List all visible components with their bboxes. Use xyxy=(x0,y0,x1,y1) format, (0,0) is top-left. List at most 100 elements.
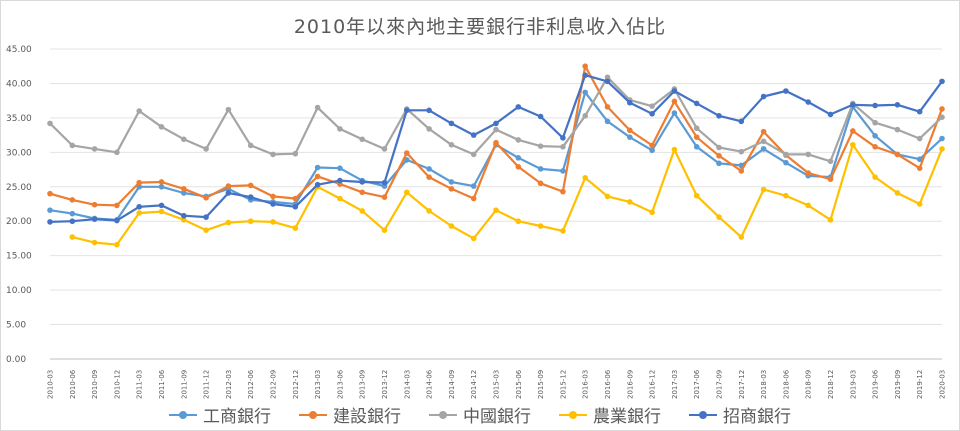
data-point xyxy=(649,110,655,117)
data-point xyxy=(872,119,878,126)
data-point xyxy=(805,202,811,209)
legend-label: 中國銀行 xyxy=(463,407,531,427)
data-point xyxy=(47,120,53,127)
legend-label: 農業銀行 xyxy=(593,407,661,427)
data-point xyxy=(91,201,98,208)
data-point xyxy=(314,181,321,188)
x-tick-label: 2015-12 xyxy=(559,370,567,399)
data-point xyxy=(91,146,98,152)
data-point xyxy=(515,164,522,170)
data-point xyxy=(359,189,366,196)
data-point xyxy=(270,151,276,158)
data-point xyxy=(872,174,878,180)
y-tick-label: 0.00 xyxy=(6,355,26,365)
data-point xyxy=(671,88,678,94)
data-point xyxy=(916,156,923,163)
data-point xyxy=(738,168,745,174)
data-point xyxy=(114,241,120,248)
data-point xyxy=(91,239,98,246)
data-point xyxy=(426,166,432,172)
data-point xyxy=(894,102,901,108)
data-point xyxy=(716,214,722,220)
x-tick-label: 2015-03 xyxy=(493,370,501,399)
data-point xyxy=(916,165,923,171)
data-point xyxy=(760,146,767,152)
y-tick-label: 35.00 xyxy=(6,114,32,124)
data-point xyxy=(582,72,588,78)
data-point xyxy=(738,234,745,240)
data-point xyxy=(738,118,745,125)
data-point xyxy=(359,179,366,185)
data-point xyxy=(560,168,566,174)
data-point xyxy=(760,138,767,145)
data-point xyxy=(114,149,120,156)
data-point xyxy=(493,126,499,133)
data-point xyxy=(939,78,945,85)
data-point xyxy=(203,195,209,201)
x-tick-label: 2013-09 xyxy=(359,370,367,399)
data-point xyxy=(225,219,232,226)
x-tick-label: 2013-06 xyxy=(336,369,344,399)
data-point xyxy=(69,218,76,225)
x-tick-label: 2020-03 xyxy=(939,370,947,399)
series-3 xyxy=(47,74,945,165)
data-point xyxy=(872,144,878,150)
data-point xyxy=(337,177,343,184)
data-point xyxy=(203,214,209,220)
x-tick-label: 2016-03 xyxy=(582,370,590,399)
data-point xyxy=(470,183,477,189)
data-point xyxy=(604,104,611,110)
data-point xyxy=(649,103,655,109)
data-point xyxy=(760,186,767,193)
data-point xyxy=(604,74,611,81)
data-point xyxy=(181,186,187,192)
data-point xyxy=(827,158,834,165)
legend-swatch xyxy=(429,409,457,421)
data-point xyxy=(114,217,120,224)
data-point xyxy=(872,133,878,139)
data-point xyxy=(158,179,165,185)
data-point xyxy=(381,227,388,233)
data-point xyxy=(158,183,165,190)
data-point xyxy=(827,176,834,182)
data-point xyxy=(136,210,142,216)
series-line xyxy=(72,143,944,246)
data-point xyxy=(381,194,388,200)
data-point xyxy=(627,127,633,134)
data-point xyxy=(247,182,254,189)
series-5 xyxy=(47,72,945,225)
data-point xyxy=(537,223,544,229)
data-point xyxy=(203,227,209,233)
data-point xyxy=(627,199,633,205)
data-point xyxy=(939,114,945,120)
data-point xyxy=(448,179,455,185)
data-point xyxy=(114,202,120,209)
data-point xyxy=(716,144,722,151)
x-tick-label: 2016-12 xyxy=(649,370,657,399)
data-point xyxy=(493,139,499,146)
data-point xyxy=(270,219,276,225)
data-point xyxy=(604,78,611,85)
x-tick-label: 2019-12 xyxy=(916,370,924,399)
data-point xyxy=(314,104,321,111)
data-point xyxy=(426,126,432,132)
x-tick-label: 2018-06 xyxy=(782,369,790,399)
data-point xyxy=(225,106,232,113)
data-point xyxy=(738,148,745,155)
data-point xyxy=(649,147,655,154)
data-point xyxy=(560,188,566,195)
data-point xyxy=(560,135,566,141)
data-point xyxy=(693,192,700,199)
data-point xyxy=(426,107,432,114)
x-tick-label: 2011-12 xyxy=(203,370,211,399)
data-point xyxy=(827,111,834,118)
y-tick-label: 20.00 xyxy=(6,217,32,227)
data-point xyxy=(69,197,76,203)
legend-label: 工商銀行 xyxy=(203,407,271,427)
legend-label: 招商銀行 xyxy=(723,407,791,427)
data-point xyxy=(515,104,522,110)
data-point xyxy=(850,141,856,148)
data-point xyxy=(158,202,165,209)
data-point xyxy=(716,152,722,159)
